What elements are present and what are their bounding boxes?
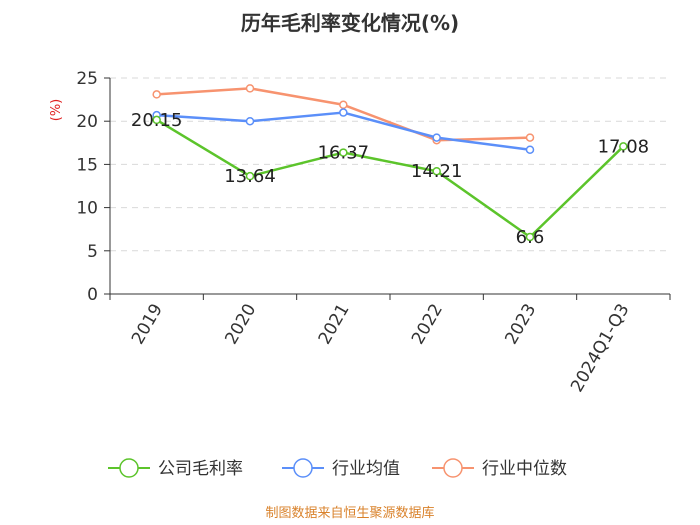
series-line (156, 118, 625, 239)
data-label: 16.37 (318, 143, 370, 164)
data-point (245, 171, 255, 181)
data-point (525, 145, 535, 154)
x-tick-label: 2021 (315, 301, 354, 348)
series-lines (152, 84, 628, 242)
chart-title: 历年毛利率变化情况(%) (241, 11, 459, 35)
data-point (525, 232, 535, 242)
data-point (432, 133, 441, 142)
axes (109, 78, 670, 295)
data-point (245, 116, 255, 126)
x-tick-label: 2024Q1-Q3 (567, 301, 634, 396)
data-point (152, 115, 161, 125)
x-tick-label: 2019 (128, 301, 167, 348)
data-label: 17.08 (598, 136, 650, 157)
y-axis-unit: (%) (49, 99, 64, 122)
x-tick-label: 2023 (501, 301, 540, 348)
source-note: 制图数据来自恒生聚源数据库 (265, 505, 434, 521)
x-tick-label: 2022 (408, 301, 447, 348)
y-tick-label: 5 (87, 242, 98, 262)
grid-lines (104, 77, 670, 295)
data-point (339, 148, 348, 157)
data-label: 14.21 (411, 161, 463, 182)
legend: 公司毛利率 行业均值 行业中位数 (108, 458, 567, 479)
data-label: 20.15 (131, 110, 183, 131)
data-point (432, 166, 441, 176)
data-point (245, 84, 255, 93)
data-point (152, 90, 161, 99)
data-label: 6.6 (516, 227, 545, 248)
legend-label: 行业均值 (332, 459, 400, 479)
y-tick-label: 10 (76, 199, 98, 219)
data-labels: 20.15 13.64 16.37 14.21 6.6 17.08 (131, 110, 649, 248)
y-tick-label: 0 (87, 285, 98, 305)
y-tick-label: 25 (76, 69, 98, 89)
legend-marker (443, 458, 463, 478)
data-point (619, 142, 628, 151)
legend-marker (119, 458, 139, 478)
legend-marker (293, 458, 313, 478)
x-tick-label: 2020 (221, 301, 260, 348)
x-tick-labels: 2019 2020 2021 2022 2023 2024Q1-Q3 (109, 294, 671, 396)
y-tick-label: 20 (76, 112, 98, 132)
y-tick-label: 15 (76, 155, 98, 175)
data-point (525, 133, 535, 142)
data-point (339, 108, 348, 117)
legend-label: 行业中位数 (482, 459, 567, 479)
data-label: 13.64 (224, 166, 276, 187)
legend-label: 公司毛利率 (158, 459, 243, 479)
data-point (339, 100, 348, 110)
y-tick-labels: 0 5 10 15 20 25 (76, 69, 98, 305)
